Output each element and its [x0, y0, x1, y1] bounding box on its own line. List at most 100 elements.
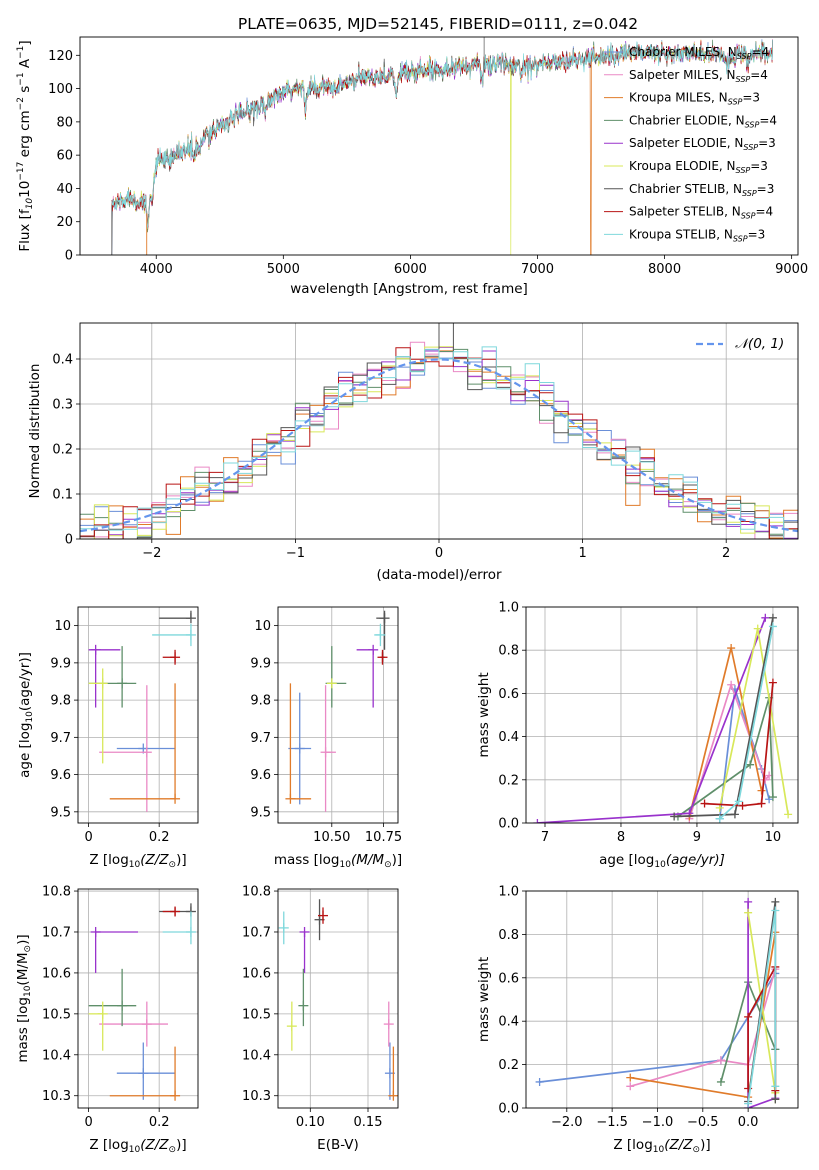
- y-axis-label: Normed distribution: [27, 364, 43, 499]
- sfh-point: [734, 797, 743, 806]
- y-tick-label: 9.5: [50, 805, 71, 820]
- sfh-point: [768, 678, 777, 687]
- plot-area: [278, 899, 398, 1101]
- grid: [278, 889, 398, 1108]
- histogram-kroupa_stelib: [80, 346, 798, 539]
- sfh-series-salpeter_stelib: [700, 678, 777, 810]
- errorbar-point-chabrier_elodie: [88, 968, 137, 1027]
- x-tick-label: 10.50: [313, 830, 350, 845]
- x-axis-label: mass [log10(M/M⊙)]: [274, 852, 402, 870]
- x-axis-label: age [log10(age/yr)]: [599, 852, 725, 870]
- y-tick-label: 10.8: [42, 885, 71, 900]
- y-tick-label: 9.9: [50, 656, 71, 671]
- x-tick-label: −0.5: [687, 1115, 719, 1130]
- y-tick-label: 120: [48, 49, 73, 64]
- x-axis-label: Z [log10(Z/Z⊙)]: [89, 1137, 186, 1155]
- x-tick-label: 0.15: [354, 1115, 383, 1130]
- axes-frame: [77, 888, 199, 1109]
- axes-frame: [77, 606, 199, 824]
- x-tick-label: 8: [617, 830, 625, 845]
- sfh-point: [744, 1099, 753, 1108]
- x-tick-label: −2.0: [551, 1115, 583, 1130]
- errorbar-point-kroupa_stelib: [278, 911, 289, 945]
- errorbar-point-kroupa_elodie: [326, 678, 337, 689]
- plot-area: [285, 610, 390, 812]
- sfh-point: [700, 799, 709, 808]
- plot-area: [88, 610, 196, 812]
- sfh-point: [738, 801, 747, 810]
- errorbar-point-salpeter_elodie: [299, 926, 310, 973]
- x-tick-label: −1: [286, 546, 305, 561]
- normal-curve: [80, 358, 798, 533]
- sfh-point: [768, 613, 777, 622]
- y-tick-label: 9.6: [250, 768, 271, 783]
- x-tick-label: 9: [693, 830, 701, 845]
- errorbar-point-kroupa_stelib: [374, 623, 386, 647]
- y-tick-label: 0.0: [498, 817, 519, 832]
- errorbar-point-salpeter_stelib: [162, 649, 181, 665]
- legend-entry-salpeter_stelib: Salpeter STELIB, NSSP=4: [629, 205, 773, 221]
- y-tick-label: 9.8: [250, 694, 271, 709]
- y-axis-label: age [log10(age/yr)]: [17, 652, 35, 778]
- y-axis-label: mass weight: [476, 672, 492, 757]
- x-tick-label: −1.5: [596, 1115, 628, 1130]
- y-tick-label: 0.2: [498, 773, 519, 788]
- sfh-point: [771, 1082, 780, 1091]
- x-axis-label: E(B-V): [317, 1137, 359, 1153]
- x-tick-label: 10: [765, 830, 782, 845]
- sfh-point: [746, 760, 755, 769]
- sfh-point: [768, 622, 777, 631]
- x-tick-label: 4000: [140, 262, 173, 277]
- legend-entry-chabrier_miles: Chabrier MILES, NSSP=4: [629, 45, 769, 61]
- axes-frame: [79, 36, 799, 256]
- legend-entry-normal: 𝒩(0, 1): [735, 336, 784, 352]
- sfh-point: [716, 1056, 725, 1065]
- x-tick-label: 0.2: [149, 830, 170, 845]
- y-tick-label: 10.3: [42, 1089, 71, 1104]
- x-tick-label: 7000: [521, 262, 554, 277]
- x-tick-label: 2: [722, 546, 730, 561]
- x-tick-label: 0: [84, 1115, 92, 1130]
- grid: [78, 889, 198, 1108]
- y-axis-label: mass [log10(M/M⊙)]: [15, 934, 33, 1062]
- residuals-histogram-panel: −2 −1 0 1 2 0 0.1 0.2 0.3 0.4 (data-model)/error No…: [27, 322, 799, 583]
- y-tick-label: 10.6: [242, 966, 271, 981]
- x-axis-label: Z [log10(Z/Z⊙)]: [89, 852, 186, 870]
- errorbar-point-chabrier_miles: [288, 692, 312, 805]
- sfh-point: [670, 812, 679, 821]
- sfh-point: [768, 793, 777, 802]
- x-tick-label: 0.0: [738, 1115, 759, 1130]
- sfh-point: [730, 810, 739, 819]
- sfh-point: [533, 819, 542, 823]
- errorbar-point-salpeter_elodie: [88, 644, 121, 708]
- mass-weight-vs-metallicity-panel: −2.0 −1.5 −1.0 −0.5 0.0 0.0 0.2 0.4 0.6 0.8 1.0 Z […: [476, 885, 799, 1155]
- axes-frame: [79, 322, 799, 540]
- axes-frame: [277, 888, 399, 1109]
- errorbar-point-salpeter_stelib: [318, 907, 328, 924]
- errorbar-point-kroupa_miles: [285, 683, 312, 804]
- x-tick-label: 5000: [267, 262, 300, 277]
- sfh-point: [757, 786, 766, 795]
- errorbar-point-chabrier_stelib: [376, 610, 390, 650]
- y-tick-label: 0.2: [498, 1058, 519, 1073]
- x-axis-label: wavelength [Angstrom, rest frame]: [290, 281, 528, 297]
- errorbar-point-salpeter_miles: [99, 1001, 168, 1047]
- sfh-point: [626, 1082, 635, 1091]
- y-tick-label: 10.4: [242, 1048, 271, 1063]
- errorbar-point-kroupa_miles: [109, 683, 181, 804]
- axes-frame: [525, 890, 799, 1109]
- sfh-point: [761, 775, 770, 784]
- y-tick-label: 60: [56, 149, 73, 164]
- x-axis-label: Z [log10(Z/Z⊙)]: [613, 1137, 710, 1155]
- x-tick-label: 6000: [394, 262, 427, 277]
- sfh-series-salpeter_miles: [685, 680, 774, 823]
- legend-entry-salpeter_miles: Salpeter MILES, NSSP=4: [629, 68, 768, 84]
- y-tick-label: 10.5: [42, 1007, 71, 1022]
- errorbar-point-chabrier_elodie: [325, 646, 347, 708]
- mass-vs-ebv-panel: 0.10 0.15 10.3 10.4 10.5 10.6 10.7 10.8 E(B-V): [242, 885, 399, 1153]
- y-tick-label: 9.6: [50, 768, 71, 783]
- age-vs-metallicity-panel: 0 0.2 9.5 9.6 9.7 9.8 9.9 10 Z [log10(Z/Z⊙)] age …: [17, 606, 199, 870]
- x-tick-label: 0.2: [149, 1115, 170, 1130]
- x-axis-label: (data-model)/error: [376, 567, 502, 583]
